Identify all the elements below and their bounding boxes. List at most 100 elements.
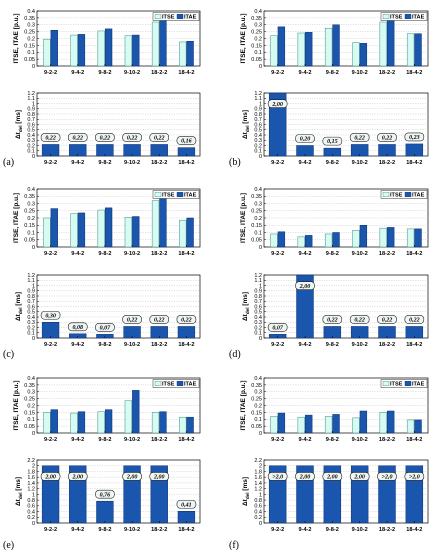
- delay-chart-ytick-label: 0.1: [27, 331, 35, 337]
- top-chart-ytick-label: 0.35: [24, 194, 35, 200]
- itse-bar: [179, 41, 187, 67]
- delay-chart-ytick-label: 1.6: [254, 475, 262, 481]
- itse-bar: [406, 33, 415, 67]
- itse-bar: [43, 412, 51, 434]
- delay-data-label: >2,0: [409, 475, 420, 481]
- top-chart-category-label: 9-8-2: [98, 251, 111, 257]
- legend-itae-swatch: [404, 381, 412, 386]
- delay-data-label-box: [295, 134, 315, 143]
- delay-data-label: 0,23: [409, 135, 420, 141]
- delay-data-label-box: [149, 472, 170, 481]
- top-chart-ytick-label: 0.1: [27, 50, 35, 56]
- delay-chart-ytick-label: 0.7: [27, 117, 35, 123]
- delay-chart-ytick-label: 1: [259, 492, 262, 498]
- itae-bar: [159, 20, 167, 67]
- legend-itae-label: ITAE: [184, 15, 197, 21]
- delay-chart-ytick-label: 0.2: [27, 515, 35, 521]
- delay-data-label: 2,00: [299, 284, 311, 290]
- top-chart-category-label: 9-4-2: [71, 70, 84, 76]
- delay-ylabel-unit: [ms]: [15, 292, 22, 308]
- delay-ylabel-unit: [ms]: [15, 477, 22, 493]
- panel-label: (d): [229, 349, 241, 360]
- delay-chart-category-label: 9-2-2: [44, 342, 57, 348]
- itae-bar: [50, 208, 58, 248]
- delay-data-label: 0,22: [327, 318, 338, 324]
- top-chart-ytick-label: 0: [259, 245, 262, 251]
- top-chart-ytick-label: 0.3: [27, 23, 35, 29]
- top-chart-ytick-label: 0.3: [254, 201, 262, 207]
- itae-bar: [277, 412, 286, 434]
- top-chart-category-label: 9-10-2: [124, 70, 140, 76]
- top-chart-category-label: 18-2-2: [379, 437, 395, 443]
- delay-chart-ytick-label: 0.2: [27, 143, 35, 149]
- delay-chart-ytick-label: 1.2: [27, 91, 35, 97]
- itae-bar: [104, 28, 113, 67]
- delay-data-label-box: [122, 472, 142, 481]
- delay-chart-category-label: 9-4-2: [298, 527, 311, 533]
- delay-chart-ytick-label: 0.8: [254, 498, 262, 504]
- delay-chart-category-label: 18-2-2: [379, 160, 395, 166]
- top-chart-category-label: 18-2-2: [151, 437, 167, 443]
- delay-data-label: 0,07: [272, 325, 284, 331]
- top-chart-category-label: 9-10-2: [352, 251, 368, 257]
- itse-bar: [324, 233, 333, 248]
- top-chart-category-label: 9-8-2: [98, 437, 111, 443]
- panel-c: 00.050.10.150.20.250.30.350.49-2-2 9-4-2 9…: [3, 187, 201, 360]
- delay-ylabel-sub: del: [245, 126, 250, 133]
- top-chart-ytick-label: 0.4: [254, 376, 262, 382]
- delay-chart-ytick-label: 1.2: [254, 487, 262, 493]
- itse-bar: [270, 35, 278, 67]
- legend-itse-label: ITSE: [162, 382, 175, 388]
- legend: ITSE ITAE: [380, 12, 428, 21]
- delay-chart-ytick-label: 0.1: [254, 149, 262, 155]
- delay-chart-ytick-label: 0.3: [254, 320, 262, 326]
- top-chart-ytick-label: 0.25: [24, 209, 35, 215]
- top-chart-ytick-label: 0.4: [27, 187, 35, 193]
- panel-label: (c): [3, 349, 14, 360]
- top-chart-ytick-label: 0.2: [27, 36, 35, 42]
- itae-bar: [305, 235, 313, 248]
- itae-bar: [359, 225, 368, 248]
- panel-d: 00.050.10.150.20.250.30.350.49-2-2 9-4-2 9…: [229, 187, 429, 360]
- itae-bar: [414, 228, 422, 248]
- top-chart-ytick-label: 0.25: [251, 209, 262, 215]
- delay-chart-ytick-label: 0.4: [27, 133, 35, 139]
- top-chart-category-label: 18-4-2: [178, 70, 194, 76]
- itse-bar: [379, 412, 387, 434]
- delay-chart-category-label: 18-4-2: [406, 160, 422, 166]
- delay-chart-category-label: 9-4-2: [298, 160, 311, 166]
- delay-data-label: 0,22: [382, 136, 393, 142]
- delay-chart-ytick-label: 0.6: [254, 122, 262, 128]
- delay-chart-ytick-label: 0.2: [254, 325, 262, 331]
- itse-bar: [97, 411, 105, 434]
- delay-ylabel-sub: del: [18, 493, 23, 500]
- delay-data-label: 0,41: [181, 502, 192, 508]
- itae-bar: [104, 409, 113, 434]
- delay-chart-category-label: 9-10-2: [124, 160, 140, 166]
- delay-ylabel-main: Δt: [242, 313, 249, 321]
- itae-bar: [77, 212, 86, 248]
- delay-chart-ytick-label: 0.3: [254, 138, 262, 144]
- delay-chart-category-label: 9-2-2: [271, 342, 284, 348]
- delay-chart-category-label: 9-8-2: [98, 527, 111, 533]
- delay-chart-ytick-label: 0.7: [27, 299, 35, 305]
- top-chart-ytick-label: 0.2: [254, 216, 262, 222]
- delay-chart-category-label: 9-2-2: [271, 527, 284, 533]
- delay-data-label: 0,22: [73, 136, 84, 142]
- top-chart-category-label: 9-2-2: [271, 437, 284, 443]
- top-chart-category-label: 18-2-2: [151, 251, 167, 257]
- delay-data-label-box: [377, 315, 397, 324]
- delay-chart-ytick-label: 1.4: [254, 481, 262, 487]
- delay-data-label: 2,00: [72, 475, 84, 481]
- top-chart-ytick-label: 0.2: [27, 216, 35, 222]
- itse-bar: [352, 42, 360, 67]
- delay-chart-category-label: 9-10-2: [124, 342, 140, 348]
- delay-chart-ytick-label: 1.4: [27, 481, 35, 487]
- delay-data-label: 0,22: [354, 318, 365, 324]
- delay-chart-category-label: 9-2-2: [44, 527, 57, 533]
- delay-data-label-box: [377, 133, 397, 142]
- itse-bar: [324, 27, 333, 67]
- top-chart-ytick-label: 0.15: [24, 410, 35, 416]
- itae-bar: [159, 198, 167, 248]
- delay-ylabel-sub: del: [18, 126, 23, 133]
